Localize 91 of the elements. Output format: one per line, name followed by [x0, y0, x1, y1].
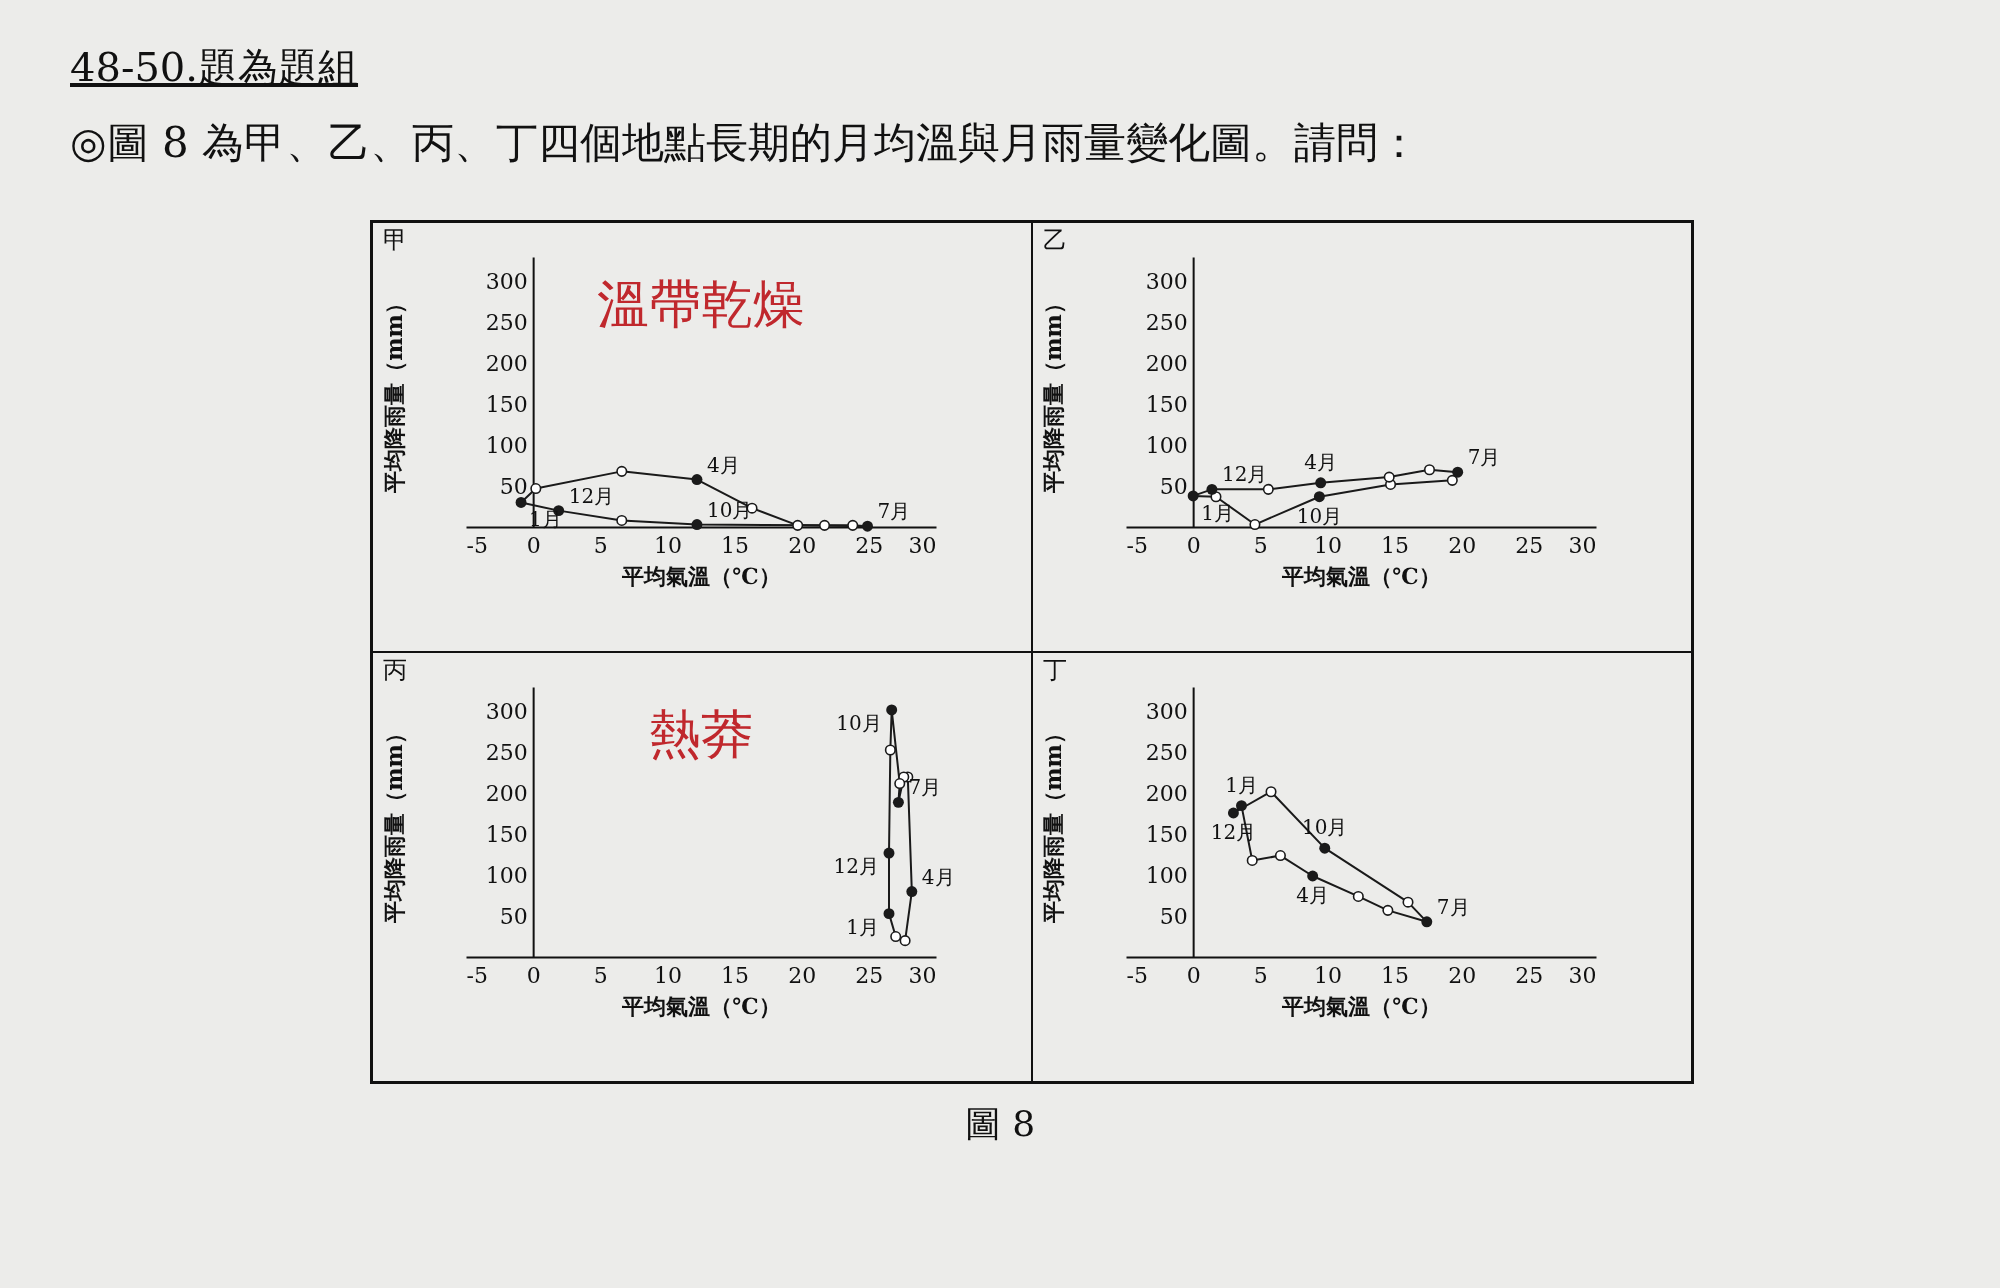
chart-title: 丁 — [1043, 656, 1067, 684]
x-tick-label: 10 — [1313, 962, 1342, 988]
x-tick-label: 5 — [1253, 532, 1268, 558]
y-tick-label: 200 — [1145, 780, 1188, 806]
y-axis-title: 平均降雨量（mm） — [380, 722, 407, 924]
caption: 圖 8 — [963, 1102, 1037, 1146]
y-tick-label: 250 — [1145, 309, 1188, 335]
x-tick-label: -5 — [1126, 532, 1148, 558]
annotation: 溫帶乾燥 — [597, 273, 805, 334]
annotation: 熱莽 — [649, 703, 753, 764]
annotation: 4月 — [1296, 883, 1330, 907]
x-axis-title: 平均氣溫（℃） — [1281, 562, 1441, 589]
y-tick-label: 150 — [1145, 391, 1188, 417]
y-tick-label: 100 — [485, 432, 528, 458]
y-tick-label: 300 — [485, 269, 528, 295]
y-tick-label: 150 — [485, 391, 528, 417]
x-tick-label: 10 — [653, 532, 682, 558]
x-tick-label: 30 — [1568, 962, 1597, 988]
x-tick-label: 0 — [526, 532, 541, 558]
y-tick-label: 300 — [485, 699, 528, 725]
x-axis-title: 平均氣溫（℃） — [621, 562, 781, 589]
y-tick-label: 300 — [1145, 699, 1188, 725]
x-axis-title: 平均氣溫（℃） — [621, 992, 781, 1019]
x-tick-label: 25 — [1515, 532, 1544, 558]
x-tick-label: 30 — [908, 962, 937, 988]
x-tick-label: 15 — [1381, 532, 1410, 558]
x-tick-label: -5 — [466, 532, 488, 558]
annotation: 1月 — [1201, 500, 1234, 525]
x-tick-label: 0 — [1186, 962, 1201, 988]
y-axis-title: 平均降雨量（mm） — [380, 292, 407, 494]
y-tick-label: 50 — [1159, 473, 1188, 499]
text: 48-50.題為題組 — [70, 43, 360, 92]
x-tick-label: 25 — [855, 532, 884, 558]
x-tick-label: 5 — [593, 532, 608, 558]
text: ◎圖 8 為甲、乙、丙、丁四個地點長期的月均溫與月雨量變化圖。請問： — [70, 117, 1421, 169]
annotation: 7月 — [908, 775, 942, 800]
y-tick-label: 250 — [485, 309, 528, 335]
x-tick-label: 0 — [1186, 532, 1201, 558]
y-tick-label: 100 — [1145, 432, 1188, 458]
chart-title: 甲 — [383, 226, 407, 254]
y-tick-label: 50 — [1159, 903, 1188, 929]
annotation: 12月 — [1221, 462, 1268, 487]
x-tick-label: 10 — [1313, 532, 1342, 558]
x-tick-label: 20 — [788, 962, 817, 988]
y-tick-label: 200 — [1145, 350, 1188, 376]
annotation: 7月 — [877, 499, 911, 524]
y-tick-label: 150 — [485, 821, 528, 847]
annotation: 10月 — [706, 497, 753, 522]
x-tick-label: 10 — [653, 962, 682, 988]
annotation: 12月 — [833, 854, 879, 879]
y-tick-label: 100 — [485, 862, 528, 888]
annotation: 10月 — [1296, 503, 1343, 528]
annotation: 4月 — [706, 452, 740, 477]
annotation: 12月 — [568, 483, 615, 508]
x-axis-title: 平均氣溫（℃） — [1281, 992, 1441, 1019]
x-tick-label: -5 — [466, 962, 488, 988]
y-tick-label: 50 — [499, 473, 528, 499]
x-tick-label: 20 — [1448, 532, 1477, 558]
annotation: 7月 — [1467, 445, 1501, 470]
x-tick-label: 0 — [526, 962, 541, 988]
y-axis-title: 平均降雨量（mm） — [1040, 292, 1067, 494]
x-tick-label: 5 — [1253, 962, 1268, 988]
y-tick-label: 200 — [485, 350, 528, 376]
x-tick-label: 15 — [721, 532, 750, 558]
y-tick-label: 50 — [499, 903, 528, 929]
annotation: 1月 — [846, 914, 879, 939]
x-tick-label: 30 — [1568, 532, 1597, 558]
x-tick-label: 25 — [855, 962, 884, 988]
y-tick-label: 300 — [1145, 269, 1188, 295]
x-tick-label: 20 — [1448, 962, 1477, 988]
y-tick-label: 250 — [1145, 739, 1188, 765]
x-tick-label: 15 — [721, 962, 750, 988]
annotation: 1月 — [1225, 772, 1258, 797]
annotation: 10月 — [836, 710, 882, 735]
annotation: 4月 — [1304, 449, 1338, 474]
chart-title: 丙 — [383, 656, 407, 684]
y-tick-label: 200 — [485, 780, 528, 806]
y-tick-label: 150 — [1145, 821, 1188, 847]
y-tick-label: 100 — [1145, 862, 1188, 888]
y-tick-label: 250 — [485, 739, 528, 765]
chart-title: 乙 — [1043, 226, 1067, 254]
x-tick-label: 5 — [593, 962, 608, 988]
x-tick-label: 25 — [1515, 962, 1544, 988]
annotation: 10月 — [1302, 815, 1348, 840]
x-tick-label: -5 — [1126, 962, 1148, 988]
x-tick-label: 30 — [908, 532, 937, 558]
annotation: 4月 — [921, 864, 955, 889]
annotation: 7月 — [1436, 894, 1470, 919]
x-tick-label: 15 — [1381, 962, 1410, 988]
x-tick-label: 20 — [788, 532, 817, 558]
y-axis-title: 平均降雨量（mm） — [1040, 722, 1067, 924]
